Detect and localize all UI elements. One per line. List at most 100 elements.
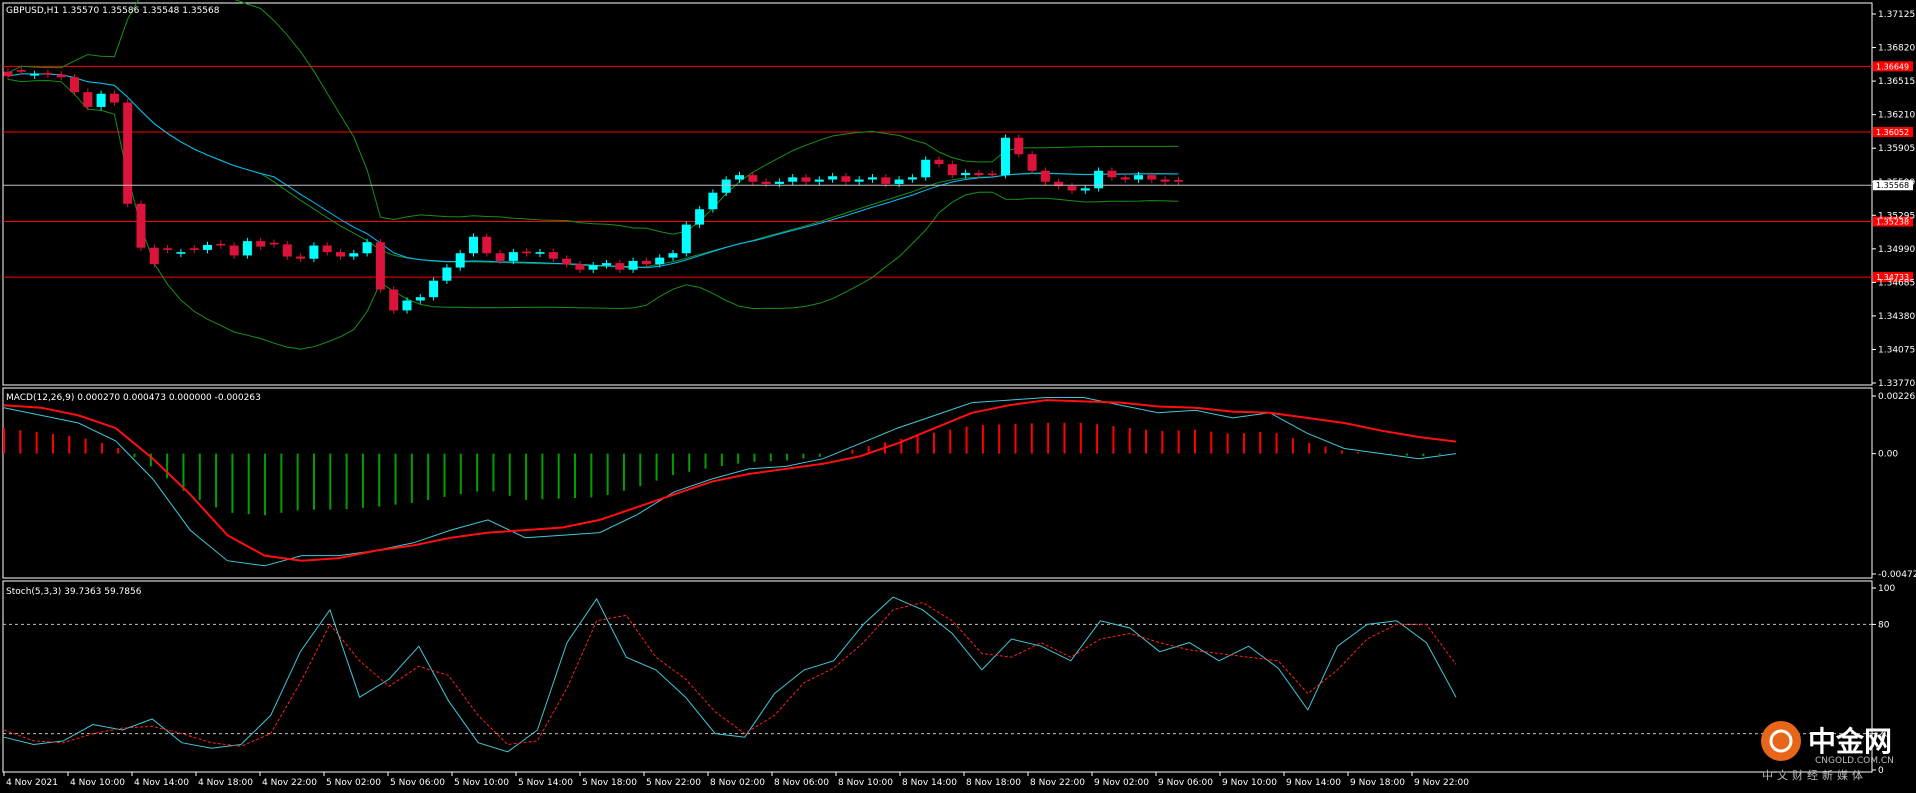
time-tick-label: 5 Nov 22:00 <box>646 778 701 788</box>
watermark-subtitle: 中文财经新媒体 <box>1762 768 1867 782</box>
candle-body <box>814 179 824 182</box>
candle-body <box>668 253 678 258</box>
candle-body <box>482 236 492 254</box>
macd-tick-label: -0.004722 <box>1878 570 1916 580</box>
time-tick-label: 5 Nov 18:00 <box>582 778 637 788</box>
time-tick-label: 9 Nov 10:00 <box>1222 778 1277 788</box>
candle-body <box>974 172 984 176</box>
price-tick-label: 1.33770 <box>1878 379 1915 389</box>
price-tick-label: 1.34990 <box>1878 245 1915 255</box>
candle-body <box>455 253 465 268</box>
stoch-pane[interactable]: Stoch(5,3,3) 39.7363 59.7856 100 80 20 0 <box>2 580 1895 776</box>
level-tag <box>1873 61 1913 72</box>
time-tick-label: 5 Nov 02:00 <box>326 778 381 788</box>
candle-body <box>748 175 758 182</box>
price-tick-label: 1.36515 <box>1878 77 1915 87</box>
level-tag <box>1873 272 1913 283</box>
macd-signal-line <box>3 399 1457 562</box>
current-price-label: 1.35568 <box>1876 181 1909 190</box>
candle-body <box>1067 186 1077 191</box>
candle-body <box>761 181 771 184</box>
candle-body <box>934 159 944 165</box>
level-tag-label: 1.36052 <box>1876 128 1909 137</box>
candle-body <box>641 260 651 265</box>
time-tick-label: 8 Nov 22:00 <box>1030 778 1085 788</box>
stoch-tick-label: 80 <box>1878 620 1890 630</box>
price-tick-label: 1.34685 <box>1878 278 1915 288</box>
candle-body <box>1134 175 1143 180</box>
candle-body <box>615 263 625 270</box>
candle-body <box>841 176 851 182</box>
candle-body <box>30 73 40 76</box>
macd-tick-label: 0.00 <box>1878 450 1898 460</box>
candle-body <box>16 70 26 72</box>
candle-body <box>1040 170 1050 182</box>
level-tag <box>1873 127 1913 138</box>
time-tick-label: 8 Nov 10:00 <box>838 778 893 788</box>
macd-tick-label: 0.00226 <box>1878 392 1915 402</box>
time-tick-label: 4 Nov 22:00 <box>262 778 317 788</box>
candle-body <box>1147 175 1157 180</box>
candle-body <box>56 74 66 78</box>
main-pane[interactable]: 1.36649 1.36052 1.35238 1.34733 GBPUSD,H1 1… <box>2 0 1915 389</box>
candle-body <box>442 267 452 281</box>
candle-body <box>774 181 784 184</box>
candle-body <box>628 260 638 270</box>
candle-body <box>429 280 439 298</box>
level-tag-label: 1.35238 <box>1876 218 1909 227</box>
price-tick-label: 1.37125 <box>1878 10 1915 20</box>
stoch-tick-label: 0 <box>1878 766 1884 776</box>
time-tick-label: 9 Nov 14:00 <box>1286 778 1341 788</box>
candle-body <box>907 177 917 180</box>
candle-body <box>1014 137 1024 155</box>
price-tick-label: 1.36820 <box>1878 44 1915 54</box>
stoch-main-line <box>3 596 1457 753</box>
candle-body <box>189 248 199 250</box>
candle-body <box>96 93 106 107</box>
candle-body <box>1173 180 1183 182</box>
stoch-tick-label: 100 <box>1878 584 1895 594</box>
candle-body <box>1094 170 1104 189</box>
candle-body <box>961 172 971 176</box>
band-lower <box>7 78 1179 350</box>
price-tick-label: 1.34075 <box>1878 345 1915 355</box>
price-tick-label: 1.35295 <box>1878 211 1915 221</box>
candle-body <box>588 265 598 270</box>
level-tag <box>1873 216 1913 227</box>
time-tick-label: 5 Nov 14:00 <box>518 778 573 788</box>
candle-body <box>1027 154 1037 171</box>
cngold-logo-mark <box>1769 729 1793 753</box>
time-tick-label: 9 Nov 02:00 <box>1094 778 1149 788</box>
candle-body <box>987 173 997 176</box>
candle-body <box>947 164 957 176</box>
candle-body <box>83 92 93 107</box>
candle-body <box>535 252 545 254</box>
time-tick-label: 9 Nov 06:00 <box>1158 778 1213 788</box>
band-upper <box>7 0 1179 235</box>
candle-body <box>894 179 904 184</box>
macd-pane[interactable]: MACD(12,26,9) 0.000270 0.000473 0.000000… <box>2 387 1916 580</box>
price-tick-label: 1.34380 <box>1878 312 1915 322</box>
current-price-tag <box>1873 180 1913 191</box>
candle-body <box>123 102 133 204</box>
candle-body <box>801 177 811 182</box>
candle-body <box>602 263 611 266</box>
time-tick-label: 4 Nov 14:00 <box>134 778 189 788</box>
candle-body <box>469 236 478 254</box>
candle-body <box>336 252 345 257</box>
time-tick-label: 4 Nov 10:00 <box>70 778 125 788</box>
time-tick-label: 8 Nov 06:00 <box>774 778 829 788</box>
price-axis: 1.37125 1.36820 1.36515 1.36210 1.35905 1.355… <box>1872 10 1915 389</box>
macd-main-line <box>3 397 1457 567</box>
watermark: 中金网 CNGOLD.COM.CN 中文财经新媒体 <box>1761 721 1894 782</box>
candle-body <box>216 243 226 246</box>
price-tick-label: 1.35905 <box>1878 144 1915 154</box>
candle-body <box>229 245 239 256</box>
time-tick-label: 4 Nov 18:00 <box>198 778 253 788</box>
candle-body <box>109 93 119 103</box>
candle-body <box>522 251 532 254</box>
candle-body <box>242 241 252 256</box>
candle-body <box>3 71 13 77</box>
candle-body <box>1080 188 1090 191</box>
